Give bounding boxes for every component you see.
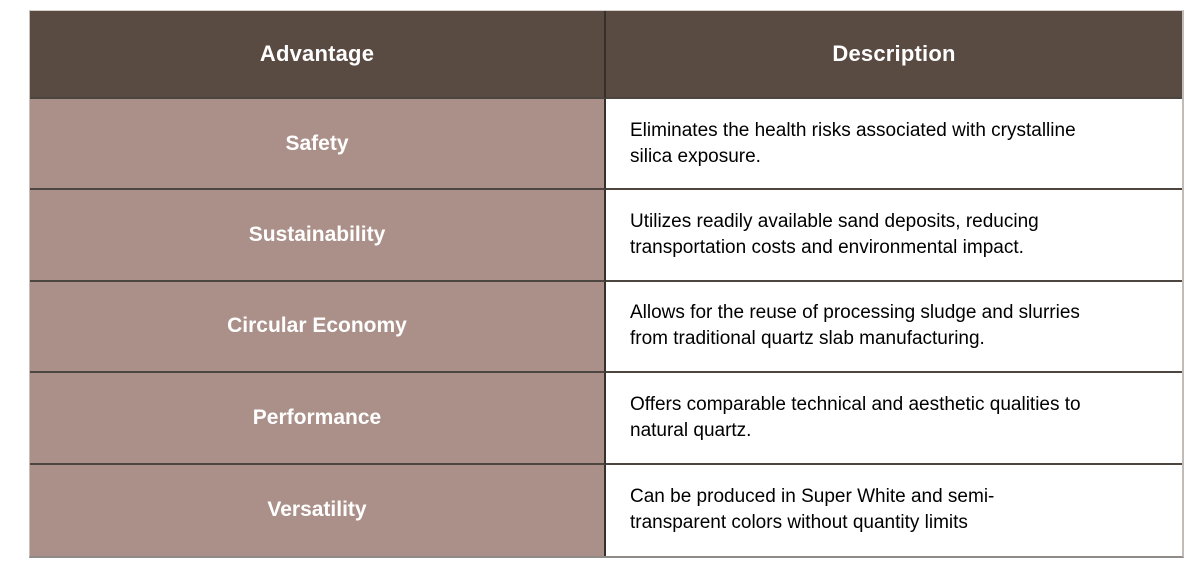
description-cell-circular-economy: Allows for the reuse of processing sludg… <box>606 281 1182 374</box>
description-cell-safety: Eliminates the health risks associated w… <box>606 99 1182 191</box>
advantage-cell-circular-economy: Circular Economy <box>30 281 606 374</box>
advantages-table: Advantage Description Safety Eliminates … <box>29 10 1184 558</box>
advantage-cell-performance: Performance <box>30 373 606 465</box>
advantage-cell-versatility: Versatility <box>30 464 606 556</box>
advantage-cell-sustainability: Sustainability <box>30 190 606 282</box>
header-cell-description: Description <box>606 11 1182 99</box>
header-cell-advantage: Advantage <box>30 11 606 99</box>
description-cell-sustainability: Utilizes readily available sand deposits… <box>606 190 1182 282</box>
advantage-cell-safety: Safety <box>30 99 606 191</box>
description-cell-versatility: Can be produced in Super White and semi-… <box>606 464 1182 556</box>
description-cell-performance: Offers comparable technical and aestheti… <box>606 373 1182 465</box>
